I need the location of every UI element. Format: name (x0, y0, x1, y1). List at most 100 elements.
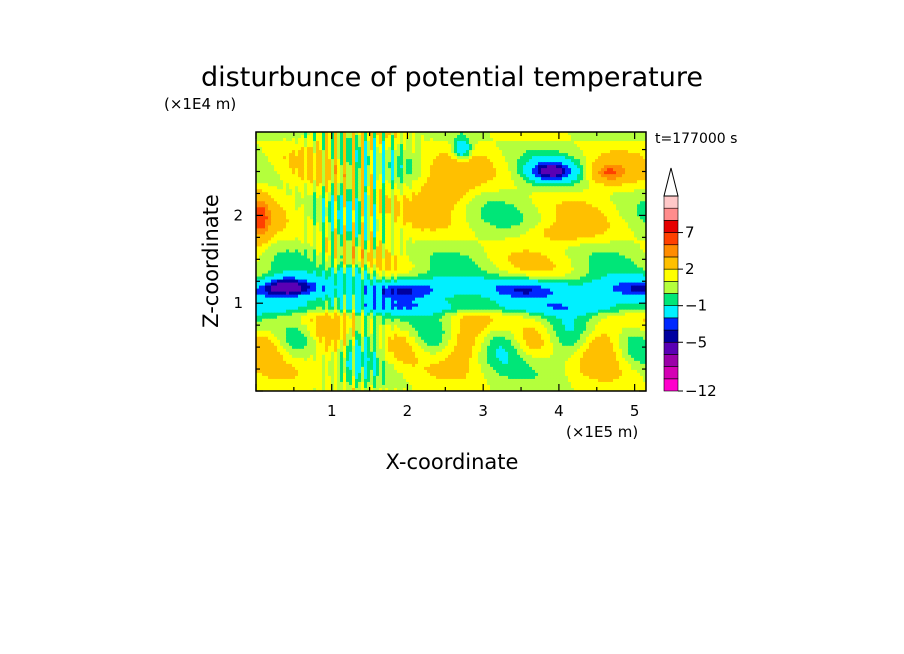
contour-cell (349, 135, 353, 139)
contour-cell (517, 183, 521, 187)
contour-cell (580, 180, 584, 184)
contour-cell (316, 186, 320, 190)
contour-cell (571, 150, 575, 154)
contour-cell (640, 171, 644, 175)
contour-cell (592, 174, 596, 178)
contour-cell (640, 162, 644, 166)
contour-cell (625, 177, 629, 181)
contour-cell (538, 168, 542, 172)
contour-cell (346, 144, 350, 148)
contour-cell (358, 159, 362, 163)
contour-cell (361, 156, 365, 160)
contour-cell (481, 159, 485, 163)
contour-cell (382, 144, 386, 148)
contour-cell (427, 168, 431, 172)
contour-cell (451, 150, 455, 154)
contour-cell (355, 174, 359, 178)
contour-cell (613, 183, 617, 187)
contour-cell (301, 180, 305, 184)
contour-cell (565, 156, 569, 160)
contour-cell (373, 159, 377, 163)
contour-cell (466, 162, 470, 166)
contour-cell (358, 156, 362, 160)
contour-cell (604, 141, 608, 145)
contour-cell (511, 159, 515, 163)
contour-cell (613, 153, 617, 157)
contour-cell (499, 150, 503, 154)
contour-cell (265, 174, 269, 178)
contour-cell (316, 177, 320, 181)
contour-cell (367, 135, 371, 139)
contour-cell (349, 144, 353, 148)
contour-cell (442, 177, 446, 181)
contour-cell (625, 135, 629, 139)
contour-cell (439, 168, 443, 172)
contour-cell (397, 156, 401, 160)
contour-cell (295, 186, 299, 190)
contour-cell (451, 180, 455, 184)
contour-cell (331, 135, 335, 139)
contour-cell (292, 150, 296, 154)
contour-cell (391, 159, 395, 163)
contour-cell (295, 147, 299, 151)
contour-cell (373, 144, 377, 148)
contour-cell (478, 132, 482, 136)
contour-cell (598, 156, 602, 160)
contour-cell (619, 168, 623, 172)
contour-cell (517, 168, 521, 172)
contour-cell (352, 171, 356, 175)
contour-cell (622, 144, 626, 148)
contour-cell (451, 153, 455, 157)
contour-cell (643, 144, 646, 148)
contour-cell (400, 159, 404, 163)
contour-cell (313, 150, 317, 154)
contour-cell (631, 168, 635, 172)
contour-cell (280, 156, 284, 160)
contour-cell (493, 138, 497, 142)
contour-cell (367, 174, 371, 178)
contour-cell (538, 156, 542, 160)
contour-cell (331, 180, 335, 184)
contour-cell (463, 153, 467, 157)
contour-cell (418, 180, 422, 184)
contour-cell (385, 174, 389, 178)
contour-cell (532, 156, 536, 160)
contour-cell (616, 153, 620, 157)
contour-cell (586, 141, 590, 145)
contour-cell (550, 180, 554, 184)
contour-cell (631, 138, 635, 142)
contour-cell (565, 144, 569, 148)
contour-cell (535, 132, 539, 136)
contour-cell (613, 171, 617, 175)
contour-cell (385, 156, 389, 160)
contour-cell (469, 144, 473, 148)
contour-cell (487, 159, 491, 163)
contour-cell (448, 153, 452, 157)
contour-cell (325, 168, 329, 172)
contour-cell (463, 180, 467, 184)
contour-cell (298, 156, 302, 160)
contour-cell (631, 171, 635, 175)
contour-cell (469, 132, 473, 136)
contour-cell (493, 165, 497, 169)
contour-cell (304, 177, 308, 181)
contour-cell (622, 153, 626, 157)
contour-cell (406, 138, 410, 142)
contour-cell (568, 147, 572, 151)
contour-cell (547, 147, 551, 151)
contour-cell (634, 168, 638, 172)
contour-cell (325, 132, 329, 136)
contour-cell (490, 147, 494, 151)
contour-cell (286, 174, 290, 178)
contour-cell (622, 171, 626, 175)
contour-cell (343, 141, 347, 145)
contour-cell (583, 171, 587, 175)
contour-cell (577, 180, 581, 184)
contour-cell (505, 144, 509, 148)
contour-cell (355, 147, 359, 151)
contour-cell (583, 183, 587, 187)
contour-cell (340, 135, 344, 139)
contour-cell (514, 138, 518, 142)
contour-cell (490, 156, 494, 160)
contour-cell (319, 180, 323, 184)
